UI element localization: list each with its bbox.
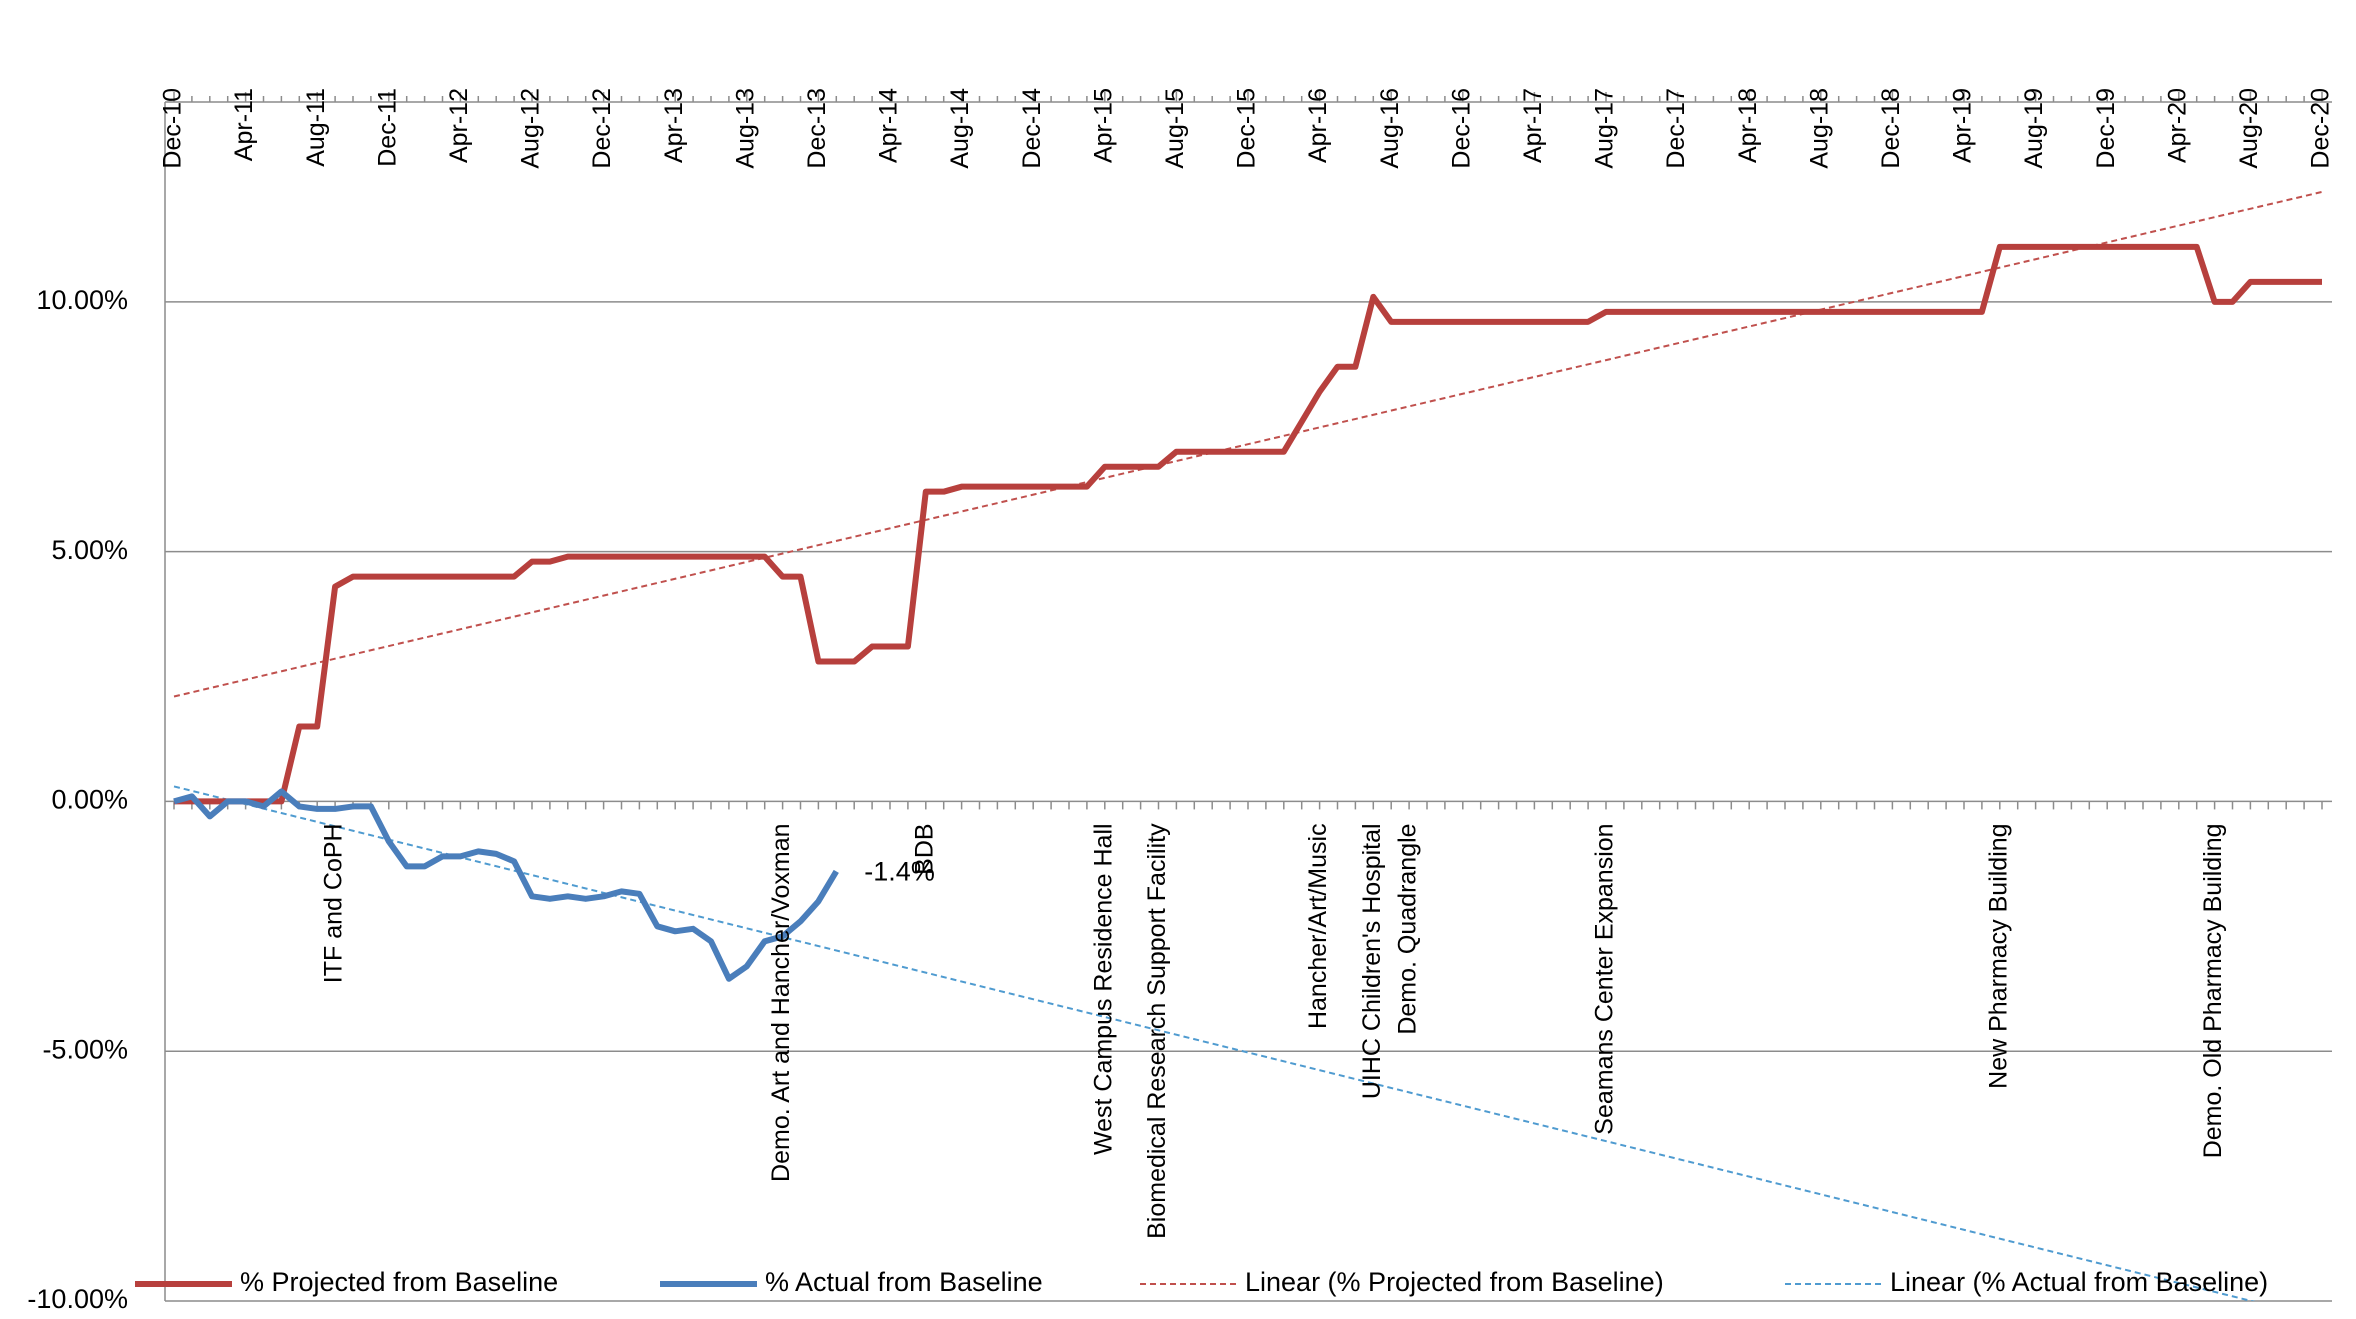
legend-label: Linear (% Projected from Baseline) — [1245, 1267, 1664, 1297]
x-tick-label: Dec-19 — [2092, 88, 2120, 169]
x-tick-label: Apr-18 — [1734, 88, 1762, 163]
x-tick-label: Dec-12 — [588, 88, 616, 169]
x-tick-label: Aug-19 — [2020, 88, 2048, 169]
annotation: Hancher/Art/Music — [1304, 823, 1332, 1029]
x-tick-label: Apr-19 — [1949, 88, 1977, 163]
x-tick-label: Aug-15 — [1161, 88, 1189, 169]
x-tick-label: Apr-20 — [2163, 88, 2191, 163]
data-label: -1.4% — [864, 856, 935, 886]
annotation: Biomedical Research Support Facility — [1143, 823, 1171, 1239]
x-tick-label: Dec-14 — [1018, 88, 1046, 169]
x-tick-label: Dec-16 — [1447, 88, 1475, 169]
x-tick-label: Apr-14 — [875, 88, 903, 163]
annotation: New Pharmacy Building — [1984, 823, 2012, 1088]
x-tick-label: Aug-17 — [1591, 88, 1619, 169]
y-tick-label: 5.00% — [51, 535, 128, 565]
x-tick-label: Dec-11 — [373, 88, 401, 167]
x-tick-label: Apr-15 — [1089, 88, 1117, 163]
y-tick-label: -10.00% — [27, 1284, 128, 1314]
annotation: UIHC Children's Hospital — [1358, 823, 1386, 1099]
annotation: ITF and CoPH — [320, 823, 348, 983]
y-tick-label: 10.00% — [36, 285, 128, 315]
y-tick-label: 0.00% — [51, 785, 128, 815]
x-tick-label: Aug-18 — [1805, 88, 1833, 169]
legend-label: % Projected from Baseline — [240, 1267, 558, 1297]
y-tick-label: -5.00% — [42, 1034, 128, 1064]
annotation: West Campus Residence Hall — [1089, 823, 1117, 1155]
x-tick-label: Aug-20 — [2235, 88, 2263, 169]
legend-label: % Actual from Baseline — [765, 1267, 1043, 1297]
x-tick-label: Dec-15 — [1233, 88, 1261, 169]
x-tick-label: Apr-11 — [230, 88, 258, 161]
annotation: Demo. Old Pharmacy Building — [2199, 823, 2227, 1158]
series-line — [173, 788, 839, 982]
x-tick-label: Dec-10 — [159, 88, 187, 169]
x-tick-label: Dec-13 — [803, 88, 831, 169]
annotation: Demo. Quadrangle — [1394, 823, 1422, 1034]
x-tick-label: Aug-11 — [302, 88, 330, 167]
x-tick-label: Aug-16 — [1376, 88, 1404, 169]
legend-label: Linear (% Actual from Baseline) — [1890, 1267, 2268, 1297]
annotation: Seamans Center Expansion — [1591, 823, 1619, 1134]
trendline — [173, 785, 2256, 1301]
x-tick-label: Dec-20 — [2307, 88, 2335, 169]
x-tick-label: Dec-17 — [1662, 88, 1690, 169]
annotation: Demo. Art and Hancher/Voxman — [767, 823, 795, 1182]
x-tick-label: Aug-13 — [731, 88, 759, 169]
x-tick-label: Apr-17 — [1519, 88, 1547, 163]
x-tick-label: Apr-13 — [660, 88, 688, 163]
x-tick-label: Dec-18 — [1877, 88, 1905, 169]
x-tick-label: Aug-12 — [517, 88, 545, 169]
x-tick-label: Apr-16 — [1304, 88, 1332, 163]
trendline — [173, 190, 2323, 698]
plot-area — [173, 190, 2323, 1301]
series-line — [174, 243, 2322, 805]
annotation: BDB — [910, 823, 938, 874]
x-tick-label: Aug-14 — [946, 88, 974, 169]
x-tick-label: Apr-12 — [445, 88, 473, 163]
